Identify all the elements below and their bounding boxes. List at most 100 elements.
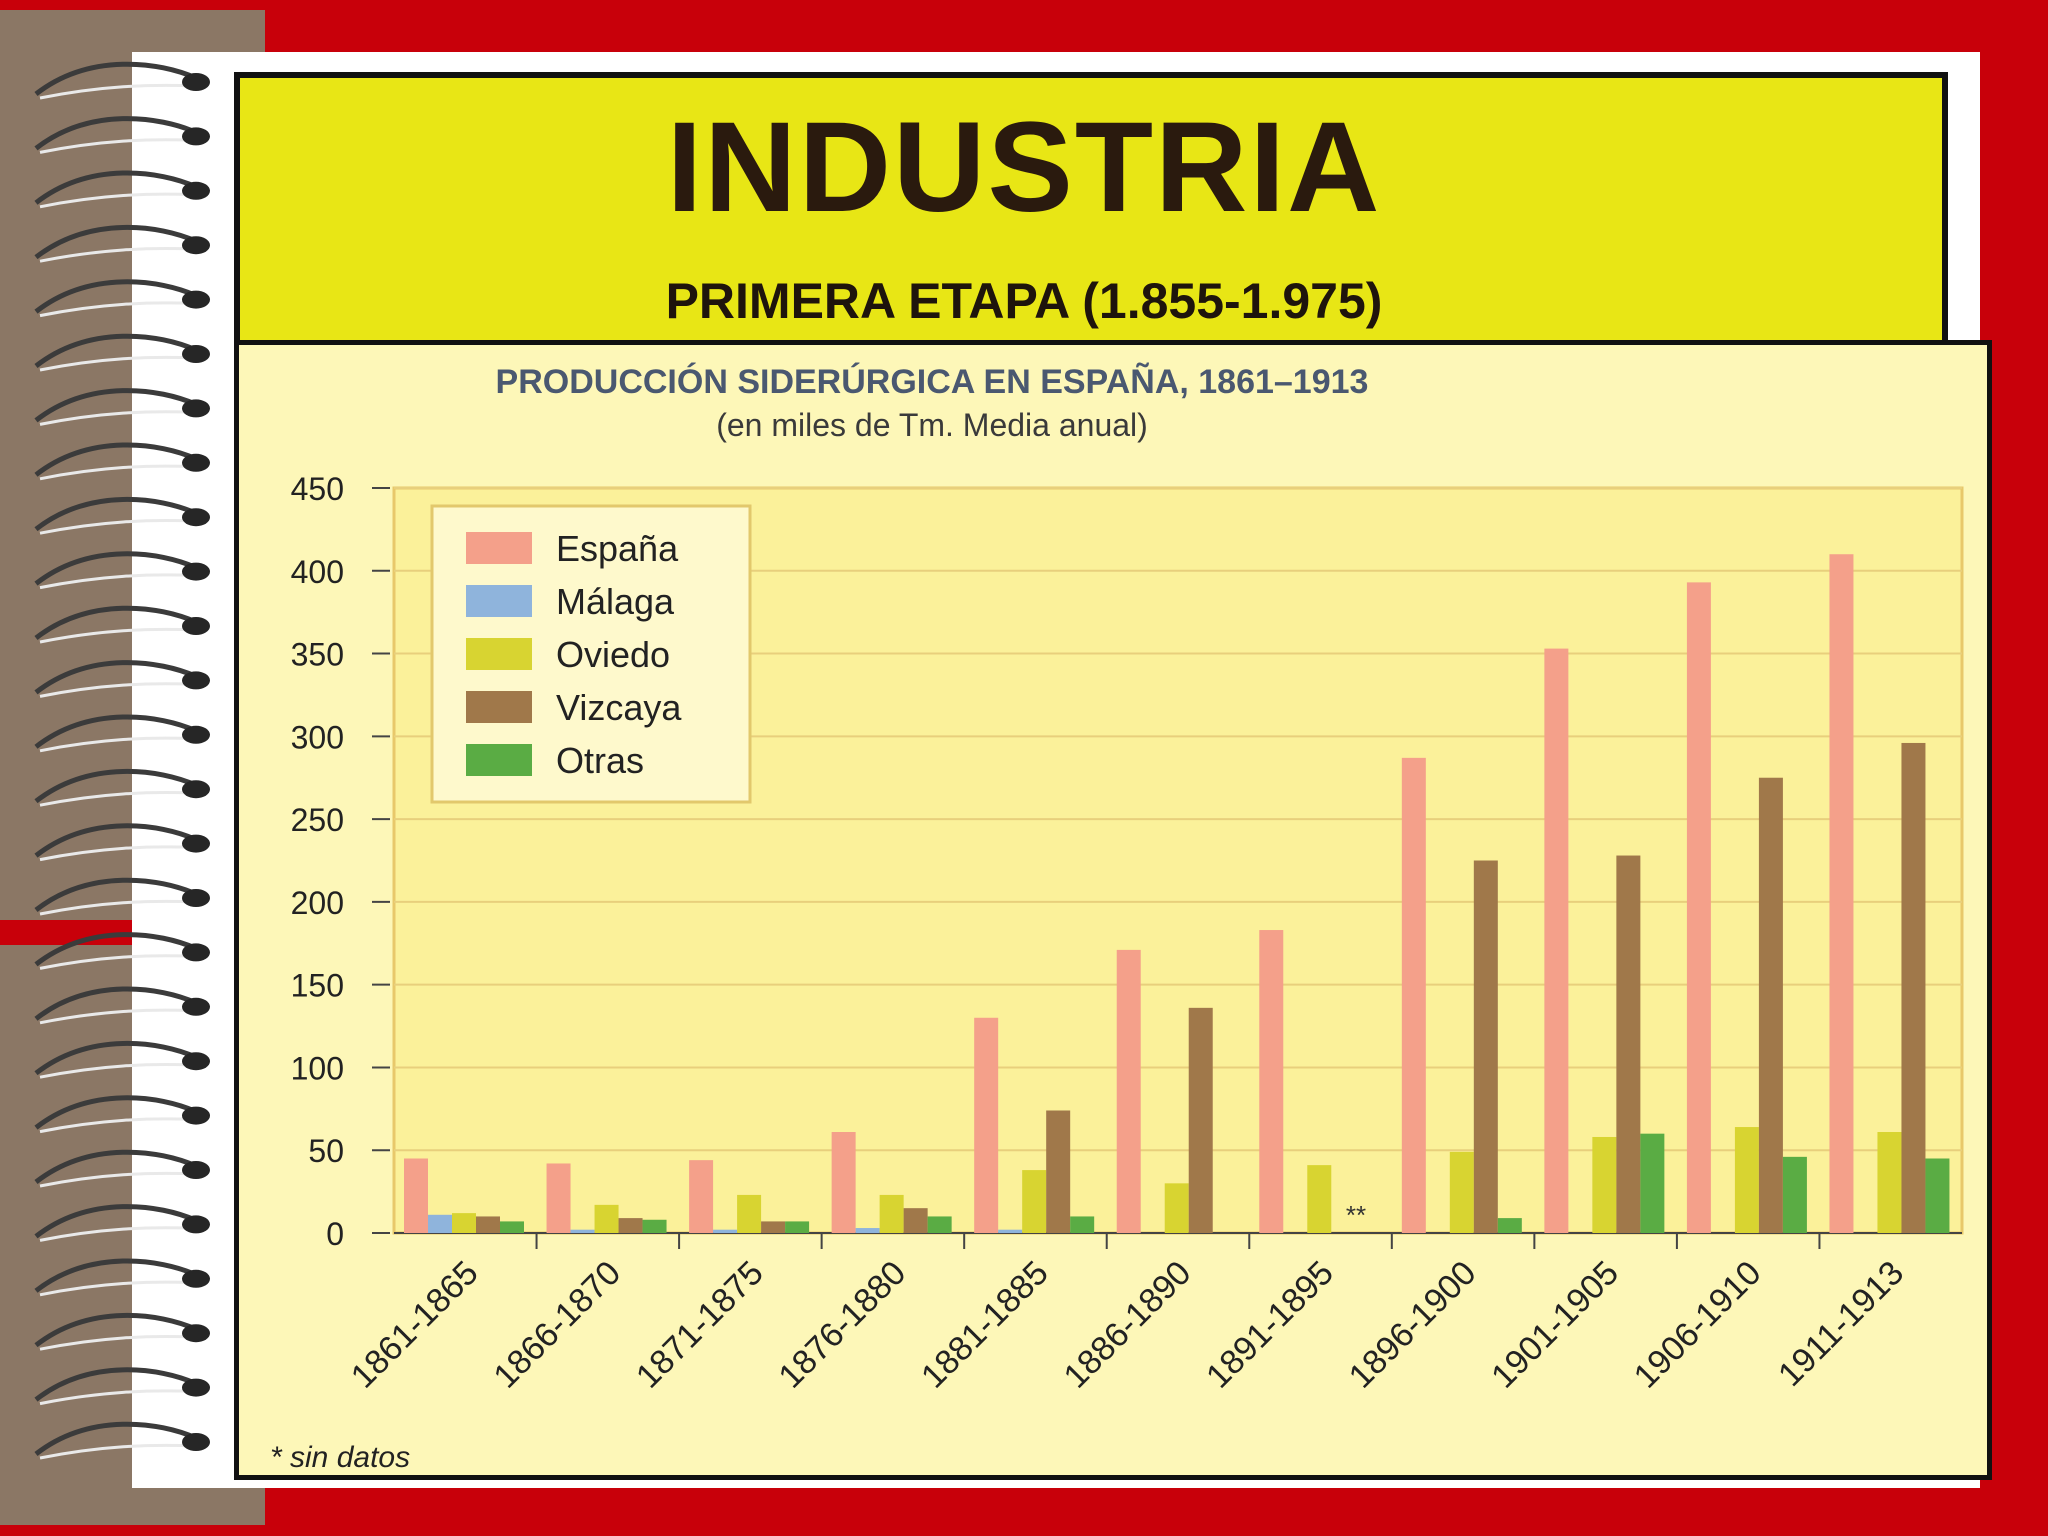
bar-españa	[1259, 930, 1284, 1233]
spiral-ring	[34, 170, 210, 209]
x-tick-label: 1901-1905	[1484, 1254, 1626, 1396]
spiral-wire-highlight	[39, 1280, 197, 1297]
legend-label: España	[556, 528, 679, 569]
spiral-hole	[182, 1433, 210, 1451]
bar-oviedo	[594, 1204, 619, 1233]
bar-españa	[404, 1158, 428, 1233]
spiral-ring	[34, 1204, 210, 1242]
spiral-wire	[34, 1258, 198, 1293]
spiral-ring	[34, 551, 210, 590]
footnote: * sin datos	[270, 1441, 410, 1474]
legend-swatch	[466, 744, 532, 776]
y-tick-label: 300	[291, 719, 344, 755]
bar-oviedo	[1164, 1183, 1189, 1233]
bar-oviedo	[1022, 1170, 1047, 1233]
spiral-wire-highlight	[39, 627, 197, 644]
spiral-wire	[34, 1421, 198, 1456]
spiral-wire	[34, 496, 198, 532]
spiral-ring	[34, 660, 210, 698]
x-axis: 1861-1865 1866-1870 1871-1875 1876-1880 1881…	[344, 1233, 1911, 1396]
spiral-ring	[34, 224, 210, 263]
y-tick-label: 200	[291, 885, 344, 921]
spiral-hole	[182, 725, 210, 744]
spiral-hole	[182, 671, 210, 690]
spiral-binding	[34, 61, 210, 1460]
spiral-wire-highlight	[39, 1117, 197, 1134]
spiral-hole	[182, 1052, 210, 1071]
spiral-wire	[34, 986, 198, 1021]
spiral-hole	[182, 617, 210, 635]
bar-oviedo	[452, 1213, 476, 1233]
bar-málaga	[855, 1228, 880, 1233]
bar-vizcaya	[1758, 777, 1783, 1233]
x-tick-label: 1906-1910	[1627, 1254, 1769, 1396]
bar-españa	[689, 1160, 714, 1233]
spiral-ring	[34, 768, 210, 807]
spiral-wire	[34, 932, 198, 967]
bar-otras	[1497, 1218, 1522, 1233]
bar-oviedo	[1307, 1165, 1332, 1233]
spiral-hole	[182, 562, 210, 581]
spiral-wire	[34, 1095, 198, 1130]
bar-otras	[1925, 1158, 1950, 1233]
spiral-ring	[34, 714, 210, 753]
bar-oviedo	[1449, 1151, 1474, 1233]
no-data-annotation: **	[1346, 1200, 1366, 1230]
spiral-wire	[34, 116, 198, 151]
spiral-wire	[34, 877, 198, 912]
spiral-ring	[34, 877, 210, 916]
spiral-wire	[34, 1040, 198, 1076]
spiral-wire-highlight	[39, 1389, 197, 1406]
bars	[404, 554, 1950, 1233]
x-tick-label: 1896-1900	[1342, 1254, 1484, 1396]
spiral-ring	[34, 605, 210, 644]
bar-españa	[1686, 582, 1711, 1233]
spiral-ring	[34, 279, 210, 318]
spiral-wire-highlight	[39, 410, 197, 426]
legend-swatch	[466, 532, 532, 564]
y-tick-label: 400	[291, 554, 344, 590]
spiral-wire	[34, 279, 198, 314]
spiral-wire-highlight	[39, 682, 197, 698]
spiral-wire-highlight	[39, 192, 197, 209]
bar-españa	[831, 1132, 856, 1233]
bar-vizcaya	[1046, 1110, 1071, 1233]
spiral-hole	[182, 290, 210, 309]
y-tick-label: 350	[291, 637, 344, 673]
y-tick-label: 100	[291, 1050, 344, 1086]
spiral-wire	[34, 1204, 198, 1239]
y-tick-label: 150	[291, 968, 344, 1004]
spiral-wire-highlight	[39, 736, 197, 753]
spiral-wire	[34, 605, 198, 640]
spiral-wire	[34, 714, 198, 749]
spiral-ring	[34, 61, 210, 100]
spiral-wire	[34, 61, 198, 96]
spiral-ring	[34, 1040, 210, 1079]
spiral-wire	[34, 442, 198, 477]
spiral-wire-highlight	[39, 519, 197, 535]
chart-title: PRODUCCIÓN SIDERÚRGICA EN ESPAÑA, 1861–1…	[496, 363, 1369, 401]
bar-oviedo	[737, 1194, 762, 1233]
bar-oviedo	[1877, 1132, 1902, 1233]
spiral-wire	[34, 1312, 198, 1348]
spiral-wire	[34, 1367, 198, 1402]
spiral-wire-highlight	[39, 1443, 197, 1460]
spiral-wire	[34, 224, 198, 260]
bar-málaga	[713, 1229, 738, 1233]
spiral-ring	[34, 1421, 210, 1460]
spiral-wire-highlight	[39, 1335, 197, 1351]
bar-otras	[500, 1221, 524, 1233]
spiral-wire	[34, 388, 198, 423]
spiral-wire-highlight	[39, 355, 197, 372]
spiral-wire-highlight	[39, 845, 197, 862]
spiral-wire-highlight	[39, 138, 197, 154]
spiral-wire-highlight	[39, 573, 197, 590]
x-tick-label: 1866-1870	[486, 1254, 628, 1396]
bar-vizcaya	[1616, 855, 1641, 1233]
bar-vizcaya	[1901, 742, 1926, 1233]
bar-oviedo	[879, 1194, 904, 1233]
spiral-ring	[34, 388, 210, 426]
x-tick-label: 1911-1913	[1771, 1254, 1911, 1394]
spiral-wire	[34, 1149, 198, 1184]
